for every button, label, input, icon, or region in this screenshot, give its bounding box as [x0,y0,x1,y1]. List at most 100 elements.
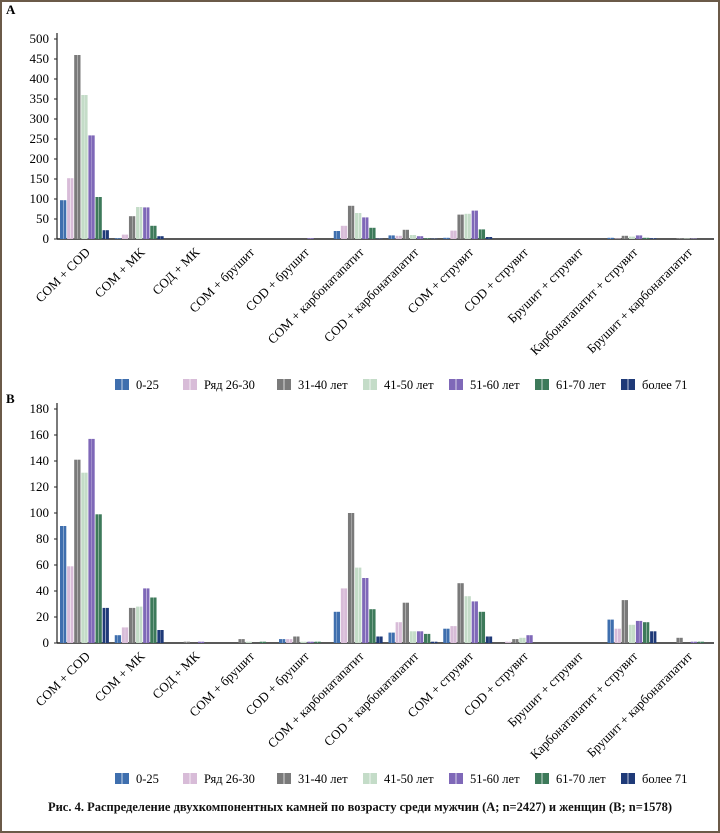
bar-61-70-лет-11 [697,641,705,643]
y-tick-label: 80 [36,531,49,546]
bar-Ряд-26-30-6 [395,622,402,643]
legend-label: 0-25 [136,378,159,392]
bar-61-70-лет-7 [478,229,486,239]
bar-31-40-лет-4 [293,636,300,643]
x-category-label: COD + карбонатапатит [321,244,422,345]
x-category-label: COM + карбонатапатит [265,244,367,346]
panel-label: B [6,391,15,406]
bar-0-25-7 [443,628,450,643]
y-tick-label: 180 [30,401,50,416]
bar-более-71-1 [157,630,164,643]
bar-41-50-лет-1 [136,207,143,239]
bar-41-50-лет-8 [519,637,526,643]
bar-41-50-лет-5 [355,213,362,239]
x-category-label: COM + COD [32,245,93,306]
legend-swatch [363,379,377,390]
legend-label: 51-60 лет [470,378,520,392]
legend-label: более 71 [642,772,687,786]
bar-более-71-10 [650,631,657,643]
bar-51-60-лет-0 [88,135,95,239]
legend-swatch [277,379,291,390]
legend-label: 31-40 лет [298,378,348,392]
y-tick-label: 0 [43,635,50,650]
bar-51-60-лет-7 [471,601,478,643]
bar-51-60-лет-8 [526,635,533,643]
bar-51-60-лет-4 [307,641,314,643]
bar-более-71-10 [650,238,657,239]
bar-41-50-лет-5 [355,567,362,643]
bar-Ряд-26-30-10 [614,628,621,643]
x-category-label: COD + карбонатапатит [321,648,422,749]
bar-31-40-лет-2 [183,641,190,643]
bar-31-40-лет-6 [402,229,409,239]
bar-0-25-7 [443,237,450,239]
y-tick-label: 300 [30,111,50,126]
bar-41-50-лет-10 [628,236,636,239]
y-tick-label: 100 [30,191,50,206]
legend-swatch [535,773,549,784]
bar-более-71-1 [157,236,164,239]
bar-более-71-0 [102,607,109,643]
bar-Ряд-26-30-5 [340,225,348,239]
y-tick-label: 50 [36,211,49,226]
bar-более-71-0 [102,230,109,239]
bar-более-71-5 [376,636,383,643]
bar-41-50-лет-4 [300,641,307,643]
bar-0-25-5 [333,611,341,643]
bar-61-70-лет-0 [95,197,102,239]
bar-51-60-лет-6 [416,236,424,239]
bar-0-25-10 [607,237,614,239]
x-category-label: Брушит + карбонатапатит [584,648,696,760]
x-category-label: СОД + МК [149,648,203,702]
bar-0-25-0 [60,200,67,239]
bar-61-70-лет-1 [150,597,157,643]
legend-label: 41-50 лет [384,378,434,392]
bar-61-70-лет-7 [478,611,486,643]
bar-51-60-лет-4 [307,238,314,239]
bar-41-50-лет-10 [628,624,636,643]
bar-0-25-0 [60,526,67,643]
bar-0-25-1 [114,238,122,239]
y-tick-label: 120 [30,479,50,494]
bar-61-70-лет-5 [369,227,376,239]
bar-51-60-лет-10 [635,235,643,239]
bar-61-70-лет-10 [643,237,650,239]
bar-31-40-лет-11 [676,238,683,239]
bar-31-40-лет-10 [621,235,628,239]
bar-31-40-лет-5 [347,205,355,239]
bar-51-60-лет-11 [690,641,697,643]
bar-51-60-лет-0 [88,438,95,643]
legend-label: 51-60 лет [470,772,520,786]
y-tick-label: 20 [36,609,49,624]
bar-41-50-лет-1 [136,606,143,643]
legend-label: Ряд 26-30 [204,378,255,392]
bar-51-60-лет-1 [143,588,150,643]
x-category-label: СОД + МК [149,244,203,298]
bar-Ряд-26-30-0 [67,178,74,239]
bar-Ряд-26-30-4 [286,639,293,643]
bar-61-70-лет-5 [369,609,376,643]
bar-Ряд-26-30-8 [505,641,512,643]
bar-31-40-лет-7 [457,214,464,239]
y-tick-label: 40 [36,583,49,598]
legend-swatch [363,773,377,784]
bar-61-70-лет-4 [314,641,321,643]
bar-31-40-лет-1 [128,607,136,643]
y-tick-label: 250 [30,131,50,146]
panel-label: A [6,2,16,17]
bar-31-40-лет-6 [402,602,409,643]
bar-Ряд-26-30-0 [67,566,74,643]
bar-61-70-лет-6 [424,633,431,643]
legend-swatch [115,773,129,784]
bar-31-40-лет-0 [74,55,81,239]
bar-41-50-лет-6 [409,631,417,643]
legend-label: 31-40 лет [298,772,348,786]
y-tick-label: 450 [30,51,50,66]
y-tick-label: 160 [30,427,50,442]
legend-swatch [115,379,129,390]
figure-caption: Рис. 4. Распределение двухкомпонентных к… [47,800,673,814]
legend-label: 61-70 лет [556,378,606,392]
bar-Ряд-26-30-6 [395,235,402,239]
bar-61-70-лет-3 [259,641,267,643]
